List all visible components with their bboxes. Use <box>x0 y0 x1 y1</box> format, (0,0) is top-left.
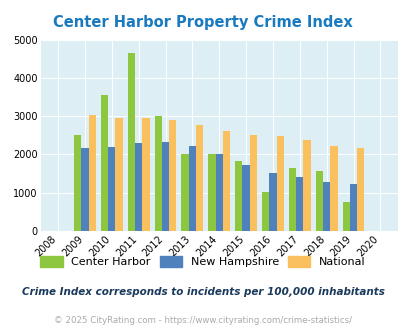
Bar <box>330 146 337 231</box>
Bar <box>81 148 88 231</box>
Bar <box>142 118 149 231</box>
Text: © 2025 CityRating.com - https://www.cityrating.com/crime-statistics/: © 2025 CityRating.com - https://www.city… <box>54 315 351 325</box>
Bar <box>242 165 249 231</box>
Bar <box>322 182 330 231</box>
Bar <box>342 202 349 231</box>
Bar <box>101 95 108 231</box>
Bar <box>188 147 196 231</box>
Bar <box>74 135 81 231</box>
Bar <box>262 192 269 231</box>
Bar <box>276 136 283 231</box>
Bar <box>208 154 215 231</box>
Bar <box>154 116 162 231</box>
Bar <box>222 131 230 231</box>
Bar <box>162 142 169 231</box>
Bar <box>234 161 242 231</box>
Text: Crime Index corresponds to incidents per 100,000 inhabitants: Crime Index corresponds to incidents per… <box>21 287 384 297</box>
Bar <box>115 118 122 231</box>
Bar <box>215 154 222 231</box>
Bar <box>128 53 135 231</box>
Bar <box>288 168 296 231</box>
Bar <box>88 115 96 231</box>
Bar <box>181 154 188 231</box>
Bar <box>249 135 256 231</box>
Legend: Center Harbor, New Hampshire, National: Center Harbor, New Hampshire, National <box>36 251 369 271</box>
Bar <box>196 125 203 231</box>
Bar <box>269 173 276 231</box>
Bar <box>169 120 176 231</box>
Bar <box>135 143 142 231</box>
Bar <box>349 183 356 231</box>
Bar <box>303 140 310 231</box>
Bar <box>315 171 322 231</box>
Bar <box>296 178 303 231</box>
Bar <box>108 147 115 231</box>
Bar <box>356 148 364 231</box>
Text: Center Harbor Property Crime Index: Center Harbor Property Crime Index <box>53 15 352 30</box>
